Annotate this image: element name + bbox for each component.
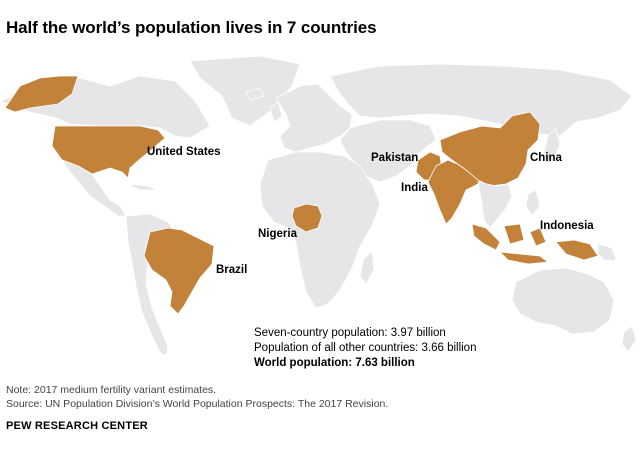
footnotes: Note: 2017 medium fertility variant esti… — [6, 383, 388, 411]
label-united-states: United States — [147, 146, 221, 158]
nigeria-shape — [291, 203, 323, 233]
greenland-shape — [189, 56, 301, 127]
label-india: India — [401, 182, 428, 194]
label-nigeria: Nigeria — [258, 228, 297, 240]
china-shape — [439, 111, 541, 187]
madagascar-shape — [359, 251, 375, 285]
philippines-shape — [525, 189, 541, 217]
middle-east-shape — [339, 119, 437, 183]
australia-shape — [511, 267, 615, 335]
label-brazil: Brazil — [216, 264, 248, 276]
chart-title: Half the world’s population lives in 7 c… — [6, 18, 377, 37]
caribbean-shape — [127, 183, 159, 191]
alaska-shape — [4, 75, 79, 113]
iceland-shape — [245, 87, 265, 101]
europe-shape — [275, 83, 353, 153]
japan-shape — [543, 127, 561, 165]
indonesia-shape — [471, 223, 599, 265]
source-text: Source: UN Population Division’s World P… — [6, 398, 389, 410]
stat-world: World population: 7.63 billion — [254, 357, 415, 369]
brazil-shape — [143, 227, 215, 315]
world-map — [0, 56, 637, 357]
papua-new-guinea-shape — [597, 243, 617, 261]
stat-other-countries: Population of all other countries: 3.66 … — [254, 342, 477, 354]
southeast-asia-shape — [477, 181, 513, 229]
population-stats: Seven-country population: 3.97 billion P… — [254, 326, 476, 371]
label-china: China — [530, 152, 562, 164]
brand-logo-text: PEW RESEARCH CENTER — [6, 420, 148, 432]
africa-shape — [259, 151, 381, 309]
stat-seven-country: Seven-country population: 3.97 billion — [254, 327, 446, 339]
note-text: Note: 2017 medium fertility variant esti… — [6, 384, 217, 396]
new-zealand-shape — [621, 325, 637, 353]
united-kingdom-shape — [269, 101, 283, 123]
label-pakistan: Pakistan — [371, 152, 419, 164]
label-indonesia: Indonesia — [540, 220, 594, 232]
